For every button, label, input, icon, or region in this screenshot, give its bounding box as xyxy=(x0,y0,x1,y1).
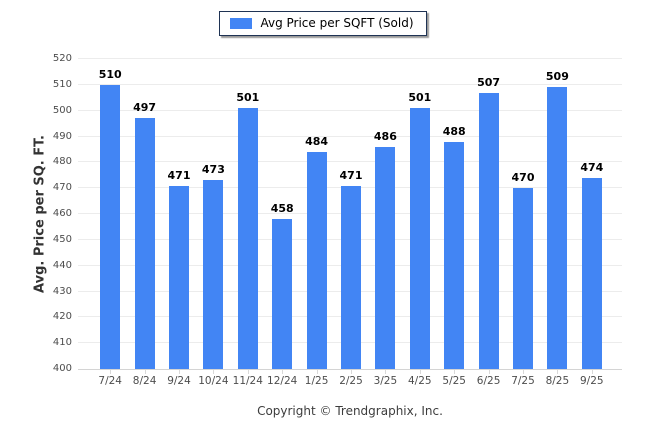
bar-value-label: 497 xyxy=(133,101,157,115)
bar-4/25 xyxy=(409,108,430,369)
legend-row: Avg Price per SQFT (Sold) xyxy=(0,11,646,36)
bar-value-label: 470 xyxy=(511,171,535,185)
x-tick-label: 5/25 xyxy=(442,375,466,387)
bar-5/25 xyxy=(444,141,465,369)
bar-8/25 xyxy=(547,87,568,369)
bar-value-label: 501 xyxy=(236,91,260,105)
bar-value-label: 471 xyxy=(167,168,191,182)
x-axis: 7/24 8/24 9/24 10/24 11/24 12/24 1/25 2/25 3/25 4… xyxy=(78,369,622,399)
bar-12/24 xyxy=(272,219,293,369)
legend-label: Avg Price per SQFT (Sold) xyxy=(260,16,414,30)
copyright-text: Copyright © Trendgraphix, Inc. xyxy=(257,404,443,418)
y-tick-label: 420 xyxy=(52,311,72,323)
x-tick-mark xyxy=(110,370,112,374)
bar-value-label: 509 xyxy=(545,70,569,84)
gridline xyxy=(78,161,622,163)
x-tick-mark xyxy=(419,370,421,374)
bar-value-label: 510 xyxy=(98,67,122,81)
bar-7/24 xyxy=(100,84,121,369)
x-tick-mark xyxy=(591,370,593,374)
x-tick-mark xyxy=(488,370,490,374)
plot-area: 510 497 471 473 501 458 484 471 486 501 488 507 470 5… xyxy=(78,58,622,370)
x-tick-label: 6/25 xyxy=(476,375,501,387)
x-tick-mark xyxy=(179,370,180,374)
bar-value-label: 507 xyxy=(477,75,501,89)
y-tick-label: 450 xyxy=(52,233,72,245)
x-tick-mark xyxy=(385,370,387,374)
x-tick-mark xyxy=(247,370,249,374)
x-tick-label: 4/25 xyxy=(408,375,432,387)
x-tick-label: 7/25 xyxy=(511,375,535,387)
bar-value-label: 458 xyxy=(270,202,294,216)
x-tick-mark xyxy=(351,370,352,374)
bar-value-label: 474 xyxy=(580,160,604,174)
y-tick-label: 480 xyxy=(52,156,72,168)
x-tick-label: 12/24 xyxy=(267,375,298,387)
bar-11/24 xyxy=(237,108,258,369)
y-tick-label: 490 xyxy=(52,130,72,142)
y-tick-label: 430 xyxy=(52,285,72,297)
y-tick-label: 440 xyxy=(52,259,72,271)
x-tick-label: 3/25 xyxy=(373,375,398,387)
x-tick-label: 9/24 xyxy=(167,375,191,387)
x-tick-mark xyxy=(557,370,559,374)
legend-item-avg-price-sqft[interactable]: Avg Price per SQFT (Sold) xyxy=(219,11,427,36)
y-tick-label: 510 xyxy=(52,78,72,90)
y-tick-label: 410 xyxy=(52,337,72,349)
gridline xyxy=(78,58,622,59)
y-tick-label: 500 xyxy=(52,104,72,116)
x-tick-label: 1/25 xyxy=(304,375,329,387)
x-tick-mark xyxy=(144,370,146,374)
y-tick-label: 520 xyxy=(52,53,72,64)
bar-1/25 xyxy=(306,152,327,369)
x-tick-label: 7/24 xyxy=(98,375,122,387)
x-tick-mark xyxy=(213,370,215,374)
x-tick-label: 10/24 xyxy=(198,375,229,387)
y-tick-label: 470 xyxy=(52,182,72,194)
bar-2/25 xyxy=(341,185,361,369)
x-tick-mark xyxy=(523,370,524,374)
bar-7/25 xyxy=(513,188,533,369)
x-tick-label: 8/25 xyxy=(545,375,570,387)
bar-value-label: 486 xyxy=(373,129,397,143)
x-tick-label: 2/25 xyxy=(339,375,363,387)
bar-6/25 xyxy=(478,92,499,369)
bar-value-label: 484 xyxy=(305,135,329,148)
y-axis-ticks: 400 410 420 430 440 450 460 470 480 490 500 510 520 xyxy=(0,53,72,374)
gridline xyxy=(78,135,622,137)
bar-10/24 xyxy=(203,180,224,369)
gridline xyxy=(78,83,622,85)
y-tick-label: 400 xyxy=(52,363,72,374)
bar-value-label: 501 xyxy=(408,91,432,105)
bar-9/24 xyxy=(169,185,189,369)
x-tick-mark xyxy=(282,370,284,374)
y-tick-label: 460 xyxy=(52,208,72,219)
bar-value-label: 488 xyxy=(442,124,466,138)
bar-value-label: 471 xyxy=(339,168,363,182)
x-tick-mark xyxy=(316,370,318,374)
bar-value-label: 473 xyxy=(201,163,225,177)
x-tick-mark xyxy=(454,370,456,374)
gridline xyxy=(78,109,622,111)
bar-9/25 xyxy=(581,177,602,369)
legend-swatch-icon xyxy=(230,18,253,29)
x-tick-label: 11/24 xyxy=(232,375,263,387)
x-tick-label: 8/24 xyxy=(132,375,157,387)
x-tick-label: 9/25 xyxy=(580,375,604,387)
bar-8/24 xyxy=(134,118,155,369)
bar-3/25 xyxy=(375,146,396,369)
